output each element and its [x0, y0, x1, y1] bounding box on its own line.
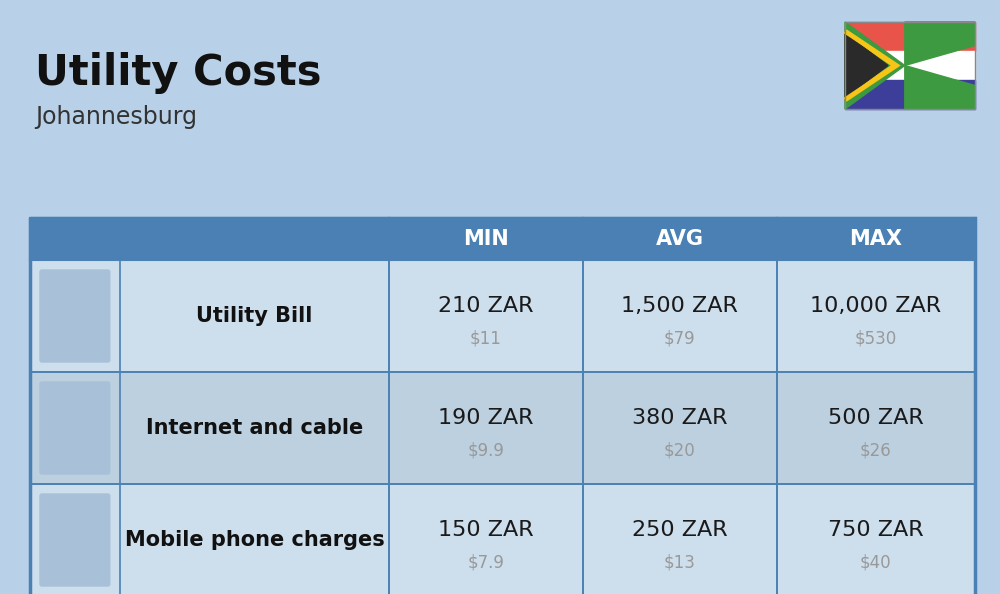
- Text: 750 ZAR: 750 ZAR: [828, 520, 924, 540]
- Text: AVG: AVG: [656, 229, 704, 249]
- Polygon shape: [845, 22, 905, 109]
- FancyBboxPatch shape: [40, 494, 110, 586]
- Text: $530: $530: [855, 329, 897, 347]
- Text: Mobile phone charges: Mobile phone charges: [125, 530, 384, 550]
- Bar: [30, 218, 975, 260]
- Bar: [583, 218, 777, 260]
- Text: 210 ZAR: 210 ZAR: [438, 296, 534, 316]
- Text: $11: $11: [470, 329, 502, 347]
- FancyBboxPatch shape: [40, 382, 110, 474]
- Bar: [30, 372, 975, 484]
- Text: 190 ZAR: 190 ZAR: [438, 408, 534, 428]
- Bar: [845, 80, 975, 109]
- Polygon shape: [905, 65, 975, 109]
- Text: $79: $79: [664, 329, 696, 347]
- Text: 1,500 ZAR: 1,500 ZAR: [621, 296, 738, 316]
- Text: Internet and cable: Internet and cable: [146, 418, 363, 438]
- Text: Utility Bill: Utility Bill: [196, 306, 313, 326]
- Bar: [389, 218, 583, 260]
- Polygon shape: [905, 22, 975, 65]
- Bar: [845, 22, 975, 109]
- Text: 250 ZAR: 250 ZAR: [632, 520, 728, 540]
- Text: $13: $13: [664, 553, 696, 571]
- Text: Utility Costs: Utility Costs: [35, 52, 322, 94]
- Text: 10,000 ZAR: 10,000 ZAR: [810, 296, 941, 316]
- FancyBboxPatch shape: [40, 270, 110, 362]
- Text: $7.9: $7.9: [468, 553, 504, 571]
- Text: Johannesburg: Johannesburg: [35, 105, 197, 129]
- Bar: [845, 51, 975, 80]
- Text: $20: $20: [664, 441, 696, 459]
- Bar: [30, 484, 975, 594]
- Text: $40: $40: [860, 553, 892, 571]
- Bar: [845, 22, 975, 51]
- Text: MIN: MIN: [463, 229, 509, 249]
- Text: 380 ZAR: 380 ZAR: [632, 408, 727, 428]
- Bar: [777, 218, 975, 260]
- Text: 500 ZAR: 500 ZAR: [828, 408, 924, 428]
- Bar: [30, 218, 975, 594]
- Text: $26: $26: [860, 441, 892, 459]
- Polygon shape: [845, 33, 888, 97]
- Text: $9.9: $9.9: [468, 441, 504, 459]
- Text: MAX: MAX: [849, 229, 902, 249]
- Bar: [30, 260, 975, 372]
- Text: 150 ZAR: 150 ZAR: [438, 520, 534, 540]
